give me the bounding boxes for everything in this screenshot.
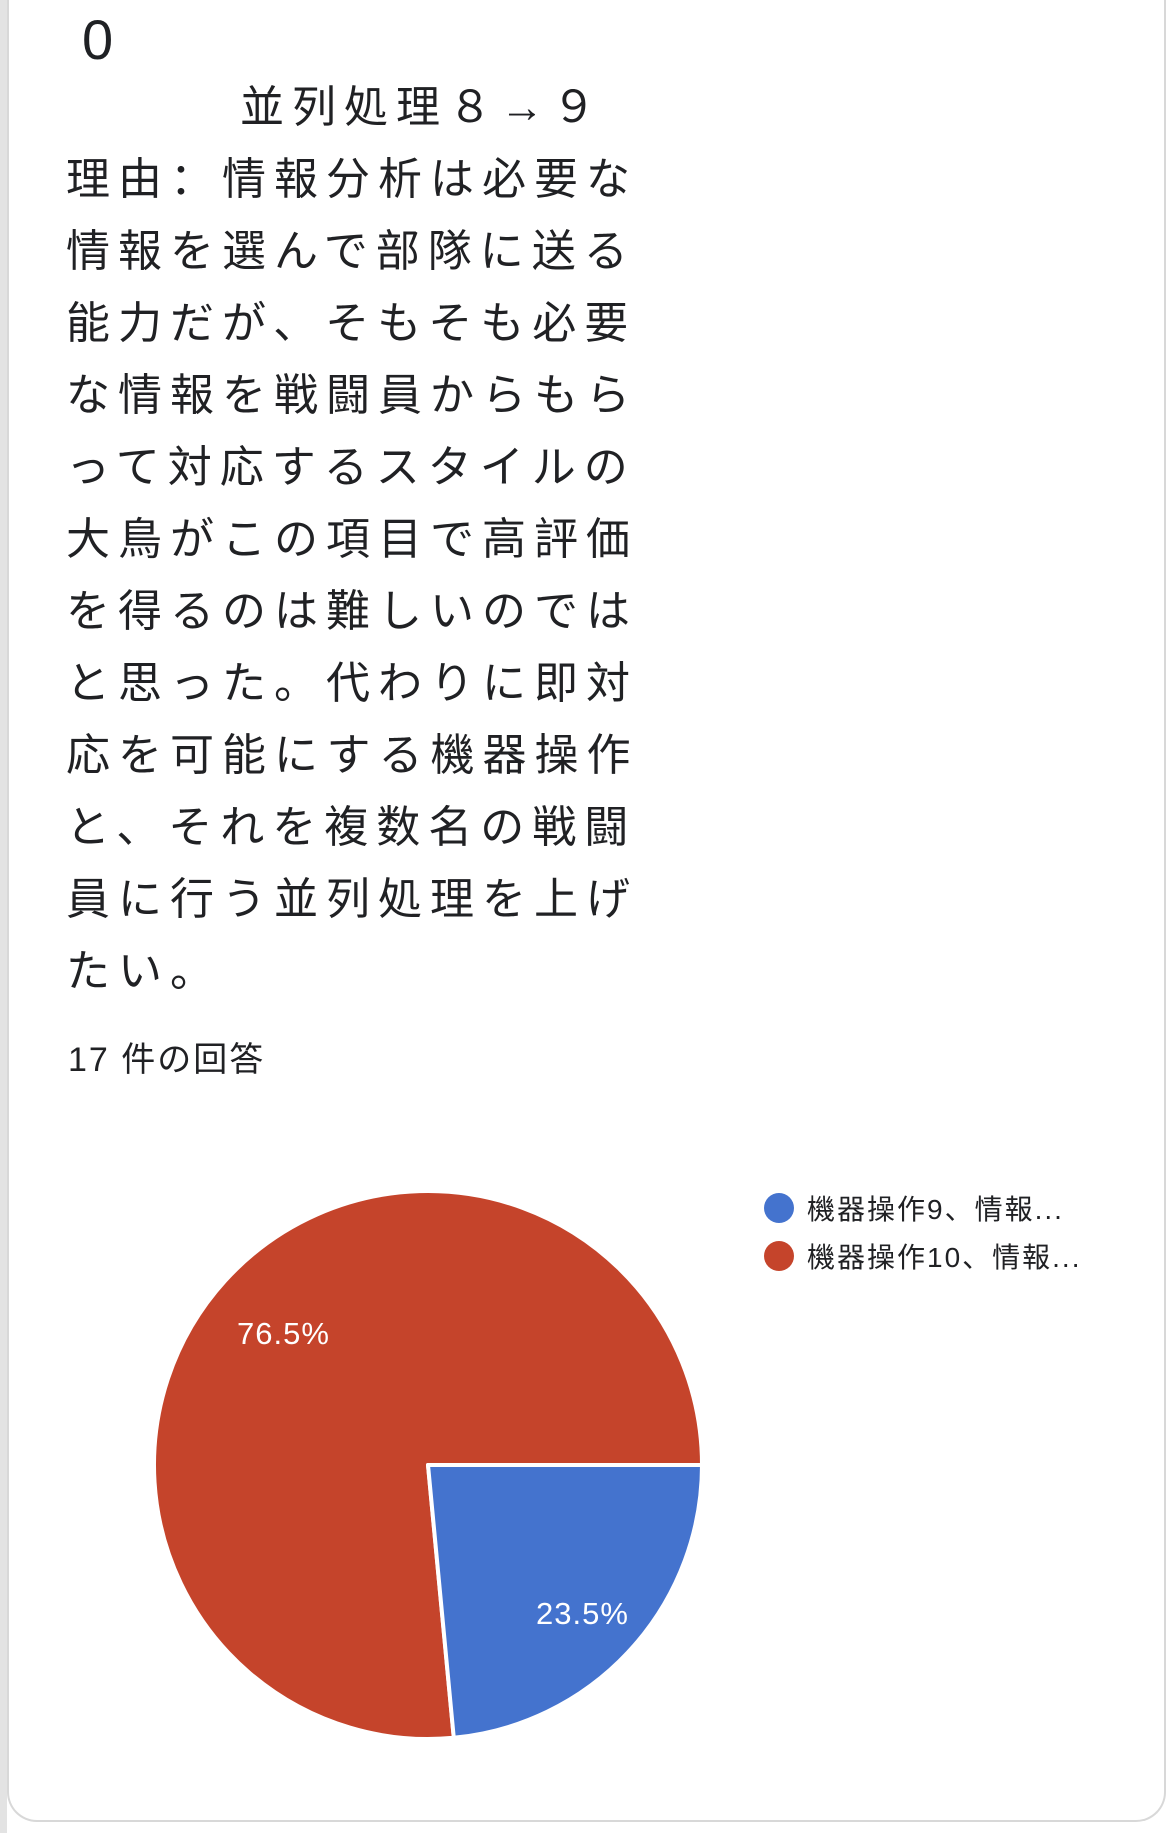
question-title-line: 理由：情報分析は必要な	[66, 155, 638, 204]
legend-dot-red-icon	[764, 1241, 794, 1271]
question-title-line: な情報を戦闘員からもら	[66, 371, 638, 420]
legend-label: 機器操作9、情報...	[807, 1194, 1064, 1225]
question-score-label: 0	[82, 8, 114, 71]
question-title: 並列処理８→９ 理由：情報分析は必要な 情報を選んで部隊に送る 能力だが、そもそ…	[66, 72, 686, 1008]
question-title-line: って対応するスタイルの	[66, 443, 636, 492]
responses-count-label: 17 件の回答	[68, 1041, 266, 1079]
question-title-line: 並列処理８→９	[240, 83, 604, 132]
pie-label-red-percentage: 76.5%	[237, 1316, 330, 1351]
legend-item-red: 機器操作10、情報...	[764, 1238, 1081, 1274]
question-title-line: を得るのは難しいのでは	[66, 587, 638, 636]
question-title-line: 員に行う並列処理を上げ	[66, 875, 638, 924]
pie-chart	[152, 1189, 704, 1741]
question-title-line: 大鳥がこの項目で高評価	[66, 515, 638, 564]
pie-slice-blue[interactable]	[426, 1463, 704, 1740]
question-title-line: と、それを複数名の戦闘	[66, 803, 637, 852]
page-background-strip	[0, 0, 7, 1833]
question-title-line: と思った。代わりに即対	[66, 659, 638, 708]
question-title-line: 応を可能にする機器操作	[66, 731, 639, 780]
legend-dot-blue-icon	[764, 1193, 794, 1223]
legend-label: 機器操作10、情報...	[807, 1242, 1082, 1273]
question-title-line: 情報を選んで部隊に送る	[66, 227, 636, 276]
pie-slice-red[interactable]	[152, 1189, 704, 1741]
question-title-line: 能力だが、そもそも必要	[66, 299, 637, 348]
pie-label-blue-percentage: 23.5%	[536, 1596, 629, 1631]
question-title-line: たい。	[66, 947, 222, 996]
legend-item-blue: 機器操作9、情報...	[764, 1190, 1064, 1226]
